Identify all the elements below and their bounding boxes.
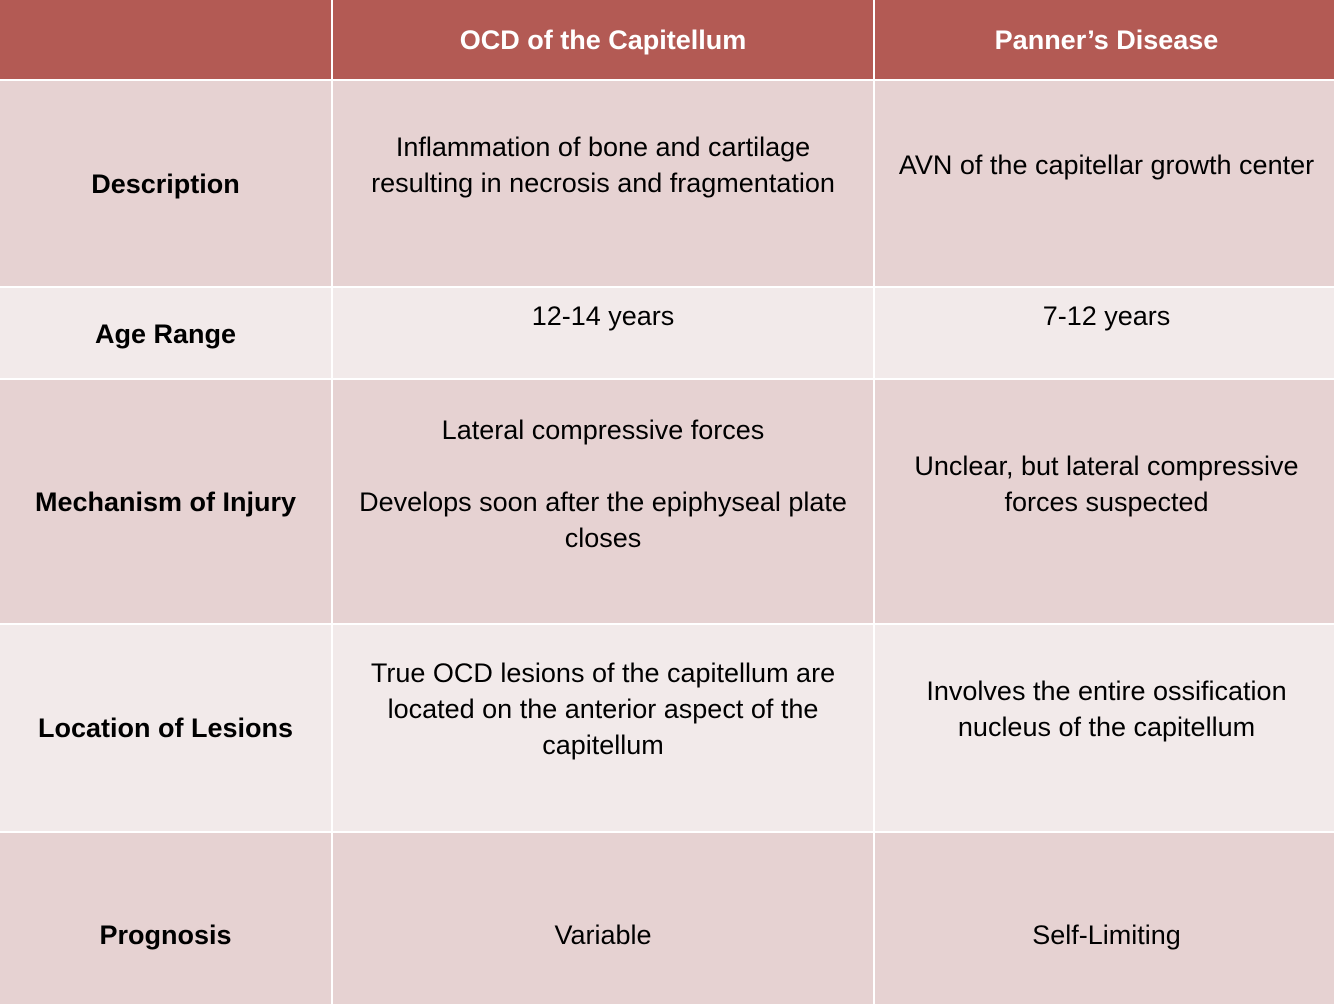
panner-mechanism-cell: Unclear, but lateral compressive forces … <box>875 380 1334 623</box>
row-label-text: Age Range <box>94 319 237 349</box>
cell-text-line: Variable <box>554 920 652 950</box>
cell-text-line: Self-Limiting <box>1032 920 1181 950</box>
header-ocd-label: OCD of the Capitellum <box>459 24 747 55</box>
cell-text-line: Involves the entire ossification <box>926 676 1287 706</box>
header-corner-cell <box>0 0 331 79</box>
row-label-text: Mechanism of Injury <box>34 486 297 517</box>
row-label-prognosis: Prognosis <box>0 833 331 1004</box>
row-label-age-range: Age Range <box>0 288 331 378</box>
header-ocd-cell: OCD of the Capitellum <box>333 0 873 79</box>
cell-text-line: nucleus of the capitellum <box>957 712 1256 742</box>
cell-text-line: 12-14 years <box>531 301 675 331</box>
cell-text-line: located on the anterior aspect of the <box>387 694 819 724</box>
panner-prognosis-cell: Self-Limiting <box>875 833 1334 1004</box>
cell-text-line: closes <box>564 523 642 553</box>
panner-location-cell: Involves the entire ossification nucleus… <box>875 625 1334 831</box>
cell-text-line: Unclear, but lateral compressive <box>914 451 1299 481</box>
ocd-age-cell: 12-14 years <box>333 288 873 378</box>
row-label-text: Prognosis <box>99 920 232 950</box>
ocd-mechanism-cell: Lateral compressive forces Develops soon… <box>333 380 873 623</box>
header-panner-cell: Panner’s Disease <box>875 0 1334 79</box>
cell-text-line: Inflammation of bone and cartilage <box>395 132 811 162</box>
cell-text-line: forces suspected <box>1004 487 1209 517</box>
cell-text-line: Develops soon after the epiphyseal plate <box>359 487 847 517</box>
panner-description-cell: AVN of the capitellar growth center <box>875 81 1334 286</box>
ocd-prognosis-cell: Variable <box>333 833 873 1004</box>
row-label-description: Description <box>0 81 331 286</box>
header-panner-label: Panner’s Disease <box>994 24 1219 55</box>
cell-text-line: capitellum <box>542 730 664 760</box>
cell-text-line: True OCD lesions of the capitellum are <box>370 658 836 688</box>
ocd-description-cell: Inflammation of bone and cartilage resul… <box>333 81 873 286</box>
ocd-location-cell: True OCD lesions of the capitellum are l… <box>333 625 873 831</box>
cell-text-line: Lateral compressive forces <box>441 415 765 445</box>
row-label-text: Location of Lesions <box>37 713 293 743</box>
row-label-mechanism: Mechanism of Injury <box>0 380 331 623</box>
row-label-text: Description <box>91 168 240 199</box>
row-label-location: Location of Lesions <box>0 625 331 831</box>
panner-age-cell: 7-12 years <box>875 288 1334 378</box>
cell-text-line: 7-12 years <box>1042 301 1171 331</box>
cell-text-line: resulting in necrosis and fragmentation <box>371 168 835 198</box>
cell-text-line: AVN of the capitellar growth center <box>898 150 1315 180</box>
